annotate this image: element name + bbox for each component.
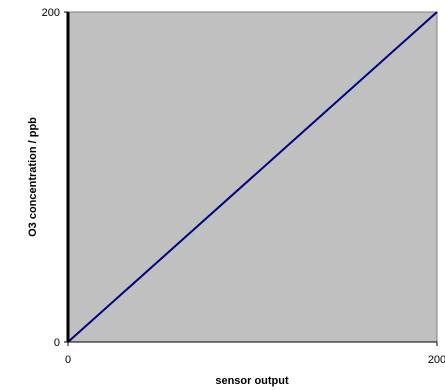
- x-tick-label: 200: [428, 354, 445, 366]
- y-tick-label: 200: [42, 7, 60, 19]
- series-line: [67, 11, 438, 343]
- x-axis-title: sensor output: [215, 375, 289, 387]
- x-tick-label: 0: [65, 354, 71, 366]
- y-tick-label: 0: [54, 337, 60, 349]
- tick-layer: 0 200 0 200: [42, 7, 445, 366]
- series-layer: [67, 11, 438, 343]
- y-axis-title: O3 concentration / ppb: [27, 117, 39, 237]
